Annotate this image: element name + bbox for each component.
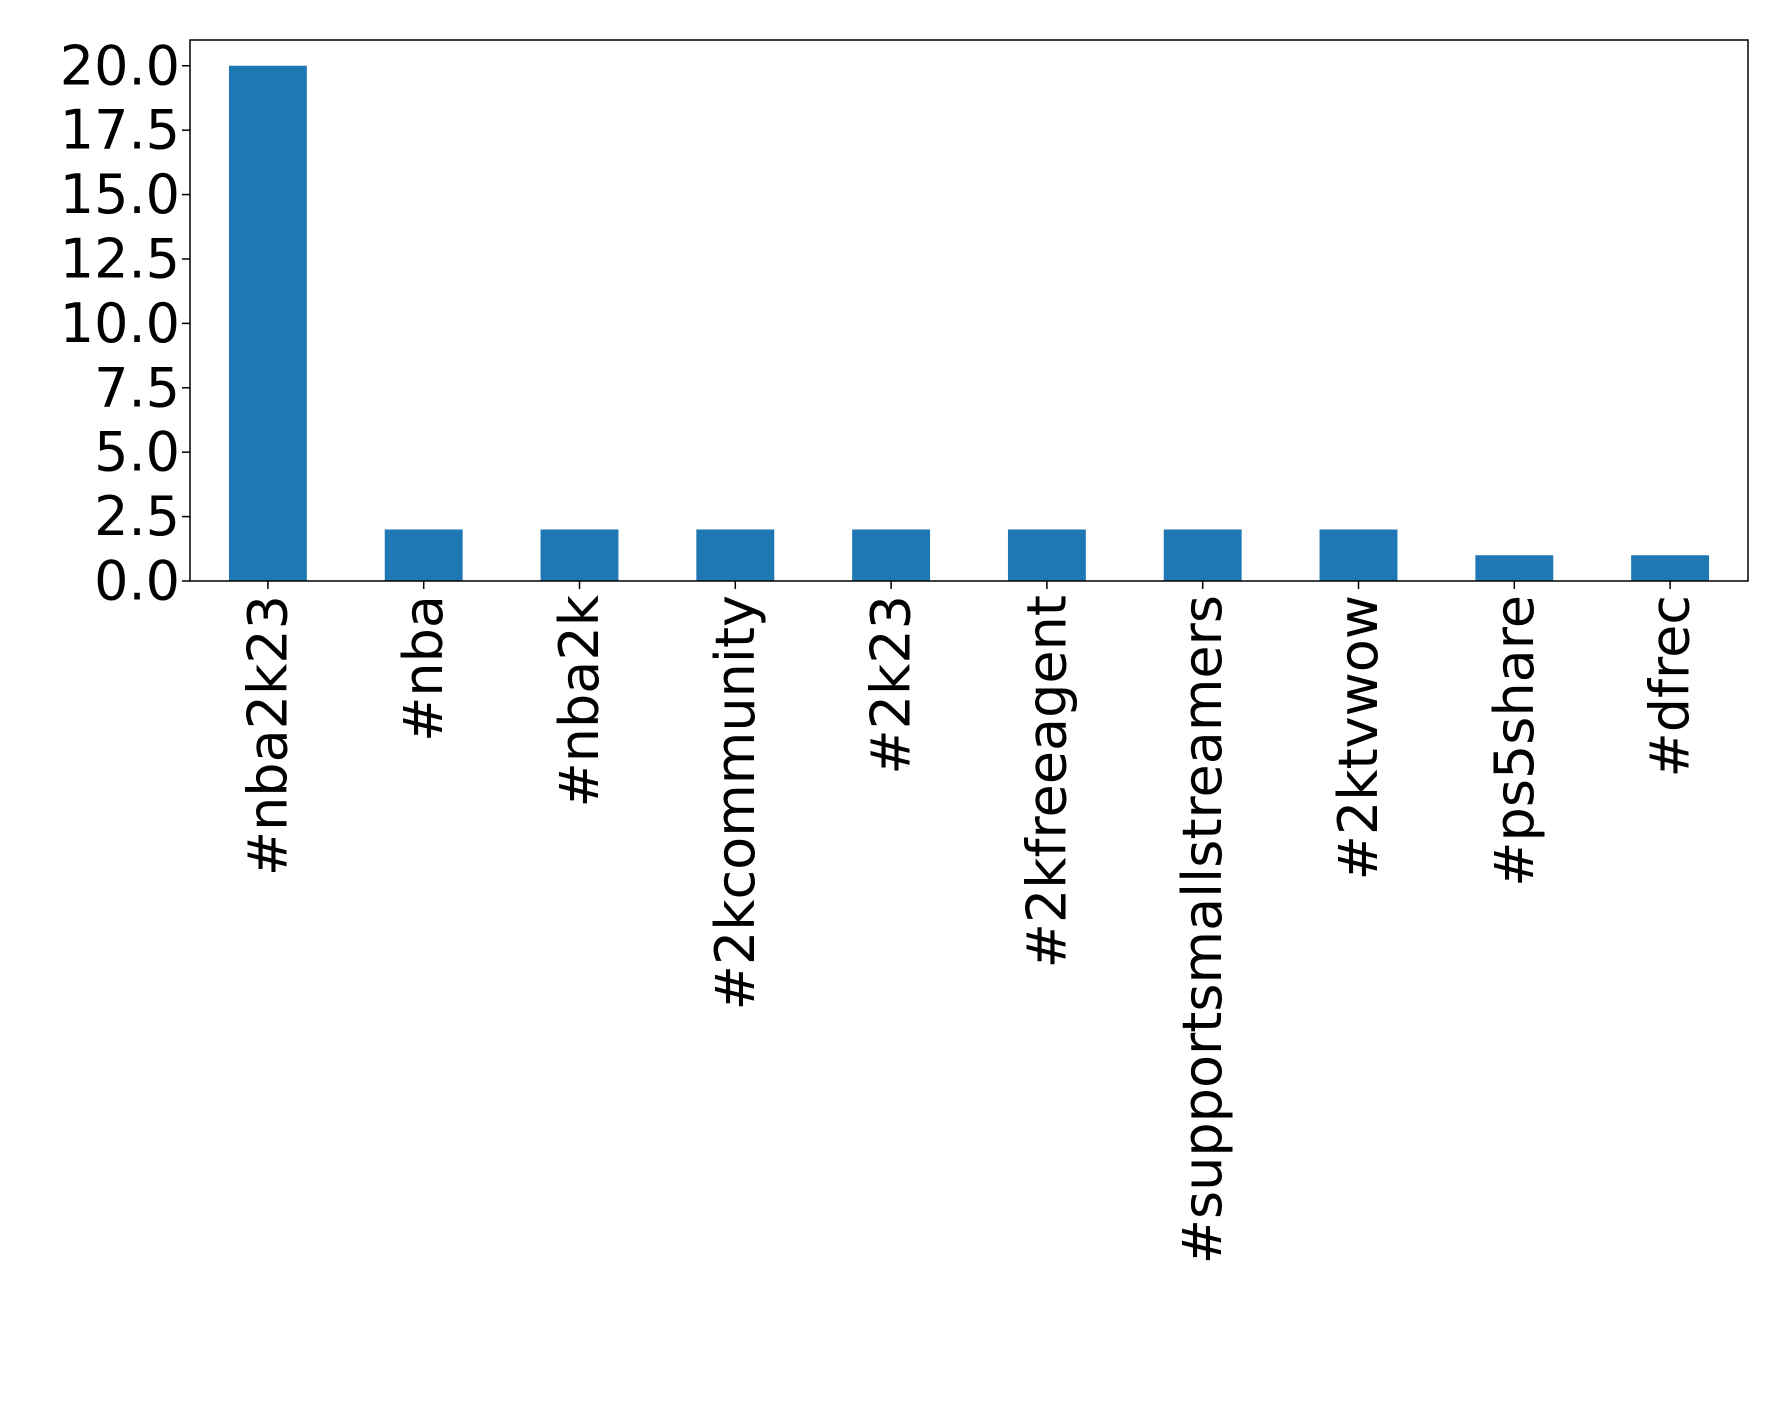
x-tick-label: #2kcommunity — [704, 595, 767, 1010]
x-tick-label: #nba — [392, 595, 455, 742]
bar — [852, 529, 931, 581]
bar — [1475, 555, 1554, 581]
y-tick-label: 2.5 — [94, 485, 180, 548]
x-tick-label: #nba2k23 — [236, 595, 299, 876]
bar — [1163, 529, 1242, 581]
x-tick-label: #nba2k — [548, 594, 611, 807]
y-tick-label: 7.5 — [94, 356, 180, 419]
plot-frame — [189, 39, 1749, 582]
x-tick-label: #dfrec — [1639, 595, 1702, 777]
bar — [696, 529, 775, 581]
bar — [384, 529, 463, 581]
x-tick-label: #ps5share — [1483, 595, 1546, 887]
x-tick-label: #2kfreeagent — [1015, 595, 1078, 968]
y-tick-label: 15.0 — [60, 163, 180, 226]
bar — [1631, 555, 1710, 581]
y-tick-label: 10.0 — [60, 292, 180, 355]
x-tick-label: #2ktvwow — [1327, 595, 1390, 880]
bar — [540, 529, 619, 581]
bar — [228, 65, 307, 581]
bar — [1007, 529, 1086, 581]
x-tick-label: #supportsmallstreamers — [1171, 595, 1234, 1264]
y-tick-label: 12.5 — [60, 227, 180, 290]
bar — [1319, 529, 1398, 581]
y-tick-label: 5.0 — [94, 421, 180, 484]
x-tick-label: #2k23 — [860, 595, 923, 775]
y-tick-label: 17.5 — [60, 99, 180, 162]
y-tick-label: 20.0 — [60, 34, 180, 97]
y-tick-label: 0.0 — [94, 550, 180, 613]
